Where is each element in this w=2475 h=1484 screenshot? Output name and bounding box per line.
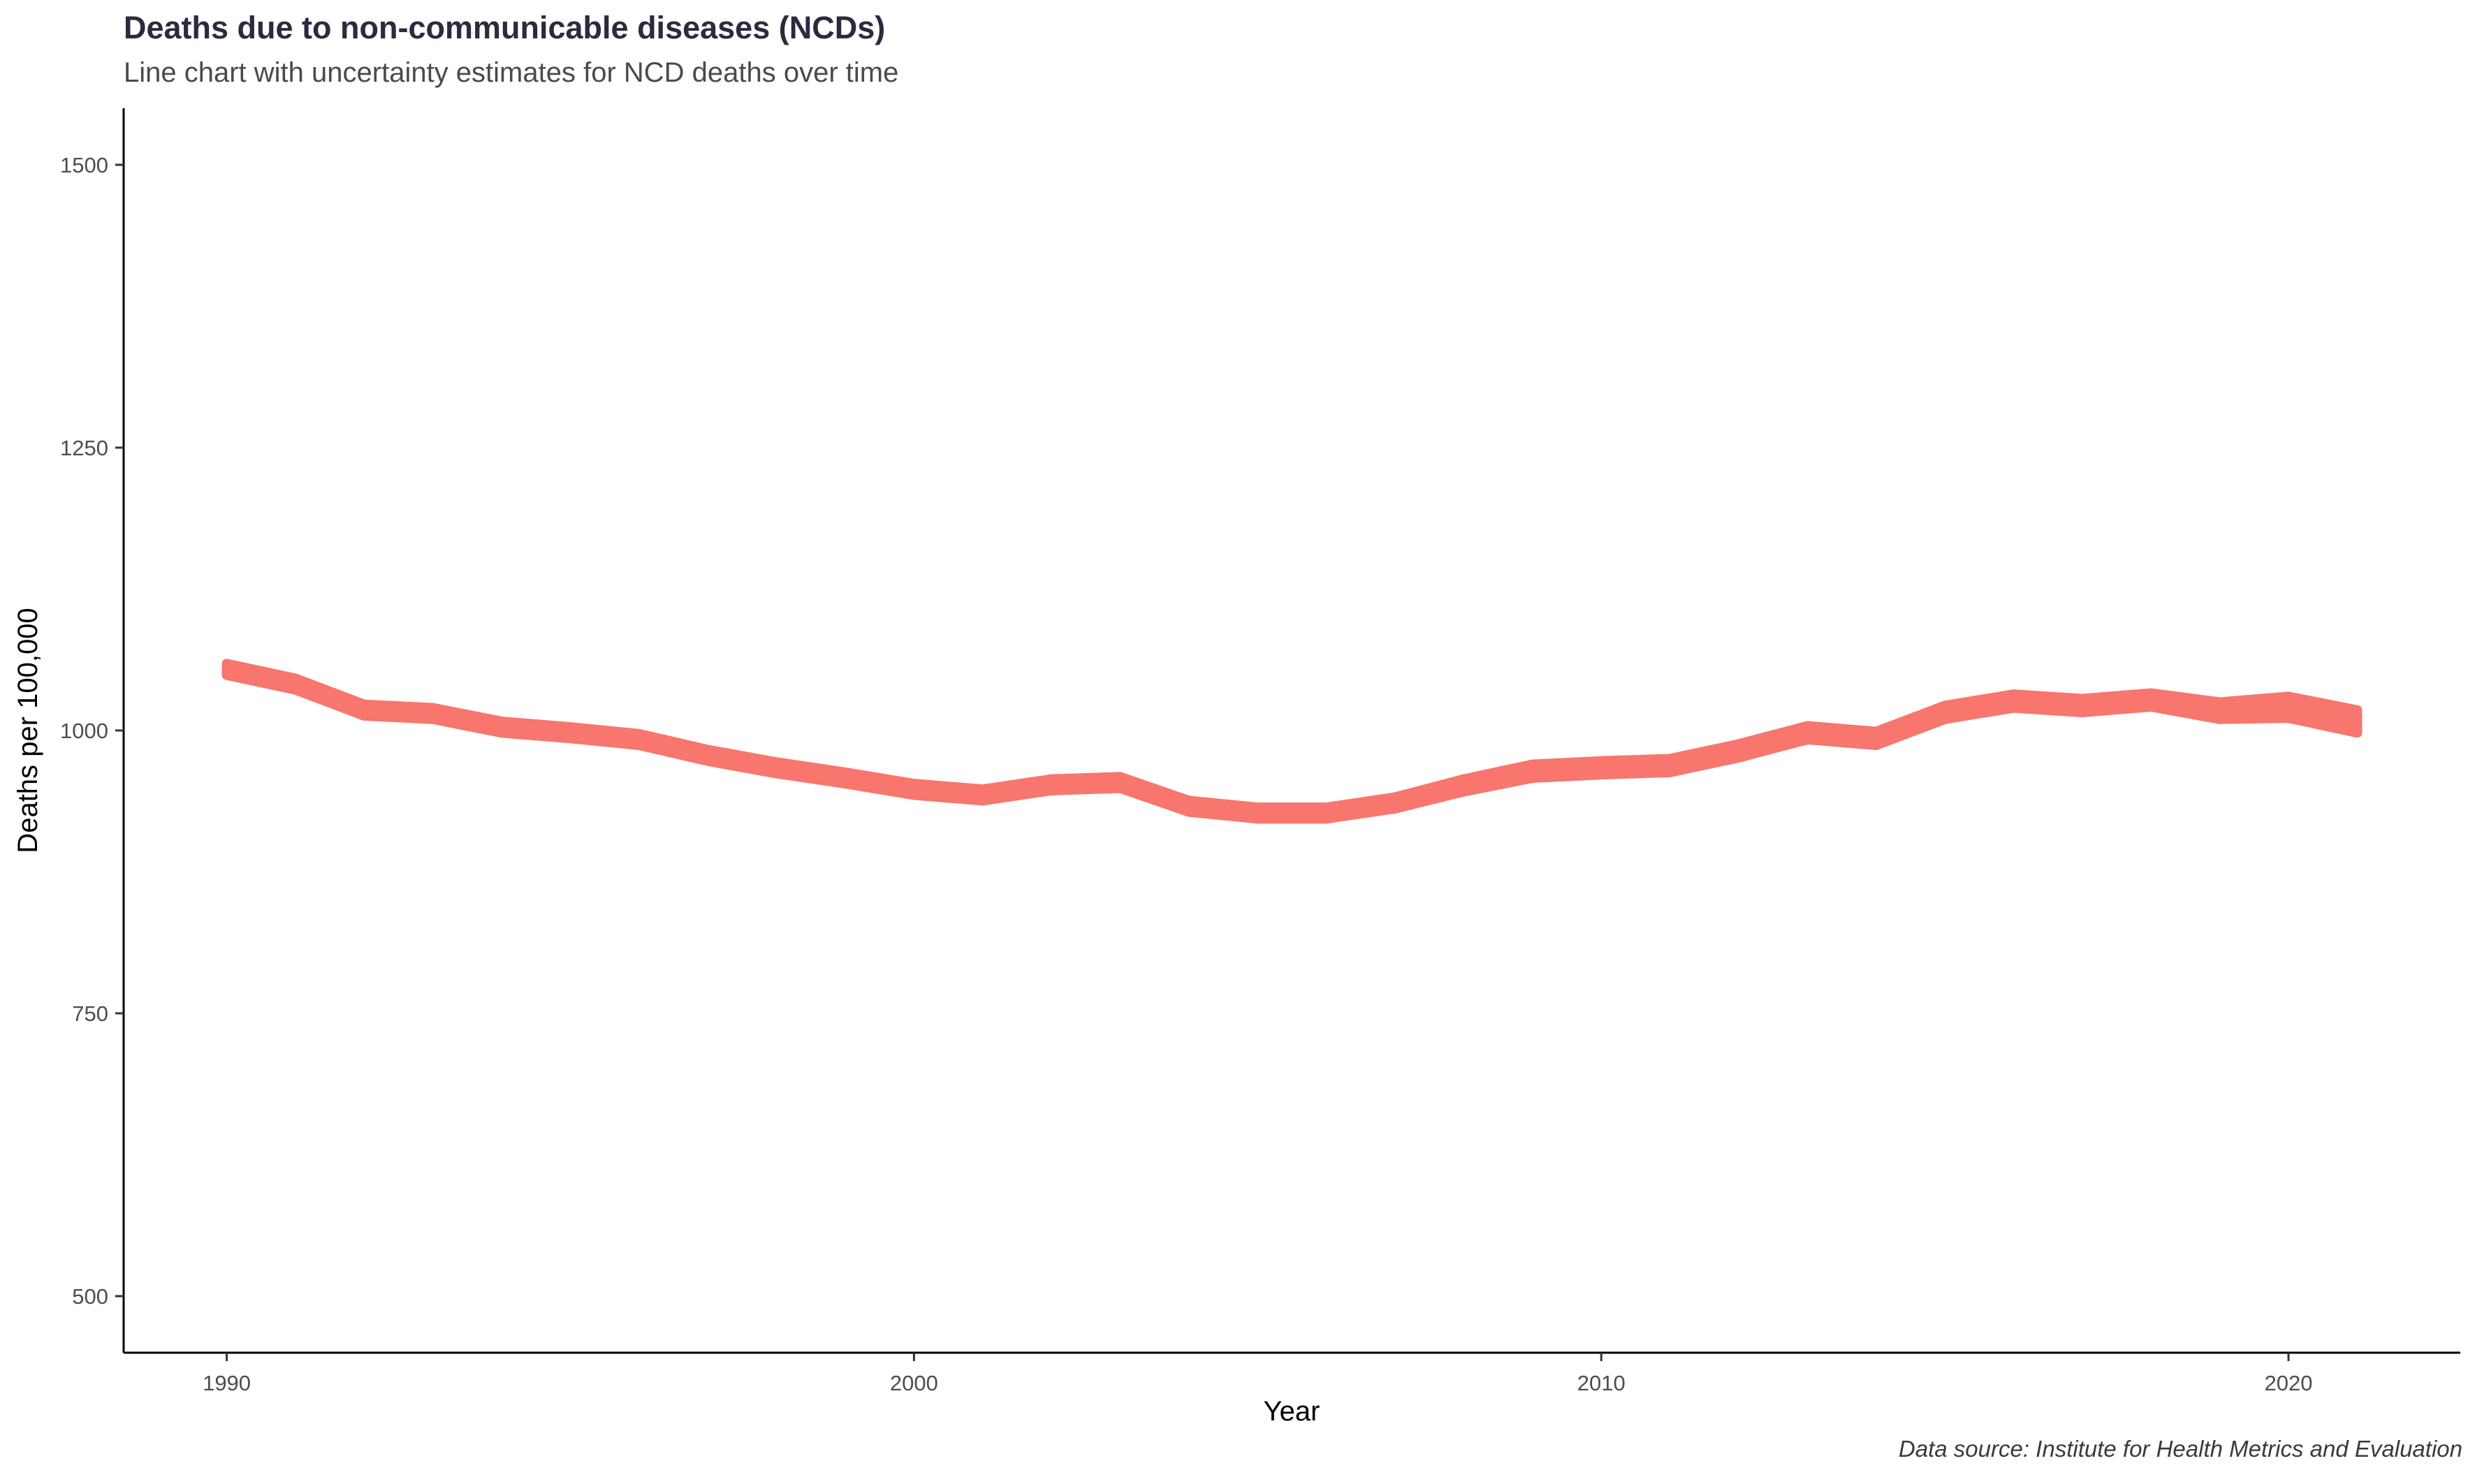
y-tick-label: 1250 (60, 436, 108, 460)
y-axis-ticks: 500 750 1000 1250 1500 (60, 153, 124, 1309)
y-tick-label: 1000 (60, 719, 108, 743)
y-axis-title: Deaths per 100,000 (13, 608, 43, 853)
x-tick-label: 2010 (1577, 1371, 1626, 1395)
uncertainty-ribbon (221, 659, 2363, 824)
x-tick-label: 2020 (2265, 1371, 2313, 1395)
y-tick-label: 1500 (60, 153, 108, 177)
x-axis-ticks: 1990 2000 2010 2020 (203, 1353, 2313, 1395)
x-tick-label: 2000 (890, 1371, 938, 1395)
chart-subtitle: Line chart with uncertainty estimates fo… (124, 57, 899, 88)
y-tick-label: 500 (72, 1284, 108, 1309)
y-tick-label: 750 (72, 1001, 108, 1026)
x-tick-label: 1990 (203, 1371, 251, 1395)
uncertainty-ribbon-layer (221, 659, 2363, 824)
chart-title: Deaths due to non-communicable diseases … (124, 10, 886, 45)
x-axis-title: Year (1264, 1396, 1320, 1427)
data-source-caption: Data source: Institute for Health Metric… (1898, 1436, 2462, 1462)
